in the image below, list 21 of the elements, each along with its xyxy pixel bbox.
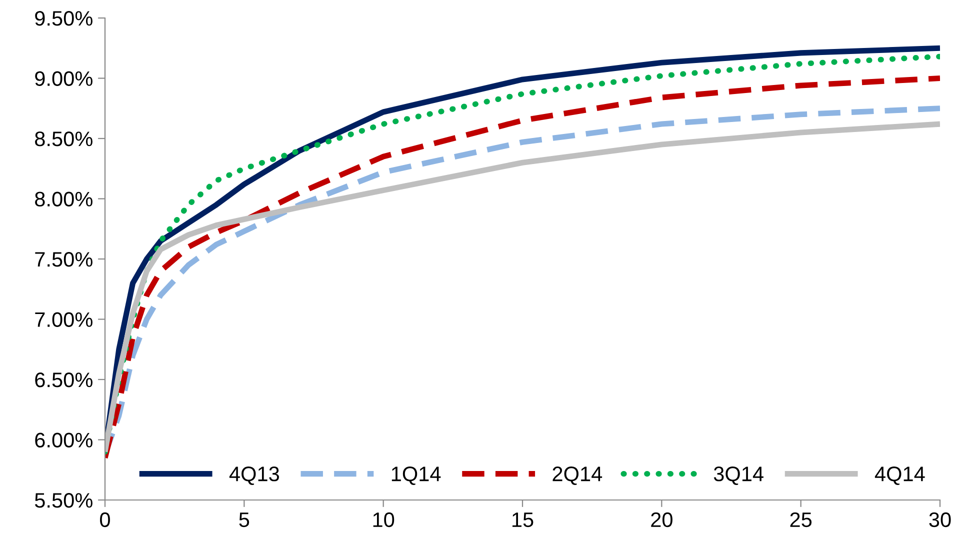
x-tick-label: 0 xyxy=(100,512,110,528)
legend-label: 4Q14 xyxy=(874,466,925,486)
x-tick-label: 20 xyxy=(651,512,672,528)
y-tick-label: 9.50% xyxy=(35,11,92,26)
legend-label: 4Q13 xyxy=(229,466,279,486)
y-tick-label: 6.50% xyxy=(35,372,92,388)
y-tick-label: 8.00% xyxy=(35,192,92,207)
y-tick-label: 6.00% xyxy=(35,432,92,448)
x-tick-label: 10 xyxy=(373,512,394,528)
legend-label: 2Q14 xyxy=(552,466,602,486)
x-tick-label: 5 xyxy=(239,512,250,528)
y-tick-label: 9.00% xyxy=(35,71,92,86)
y-tick-label: 7.50% xyxy=(35,252,92,267)
legend-label: 1Q14 xyxy=(392,466,441,486)
y-tick-label: 5.50% xyxy=(34,493,92,508)
legend-label: 3Q14 xyxy=(714,466,764,486)
y-tick-label: 8.50% xyxy=(35,132,92,146)
y-tick-label: 7.00% xyxy=(35,312,92,328)
x-tick-label: 15 xyxy=(512,512,534,528)
x-tick-label: 30 xyxy=(929,512,951,528)
x-tick-label: 25 xyxy=(790,512,812,528)
